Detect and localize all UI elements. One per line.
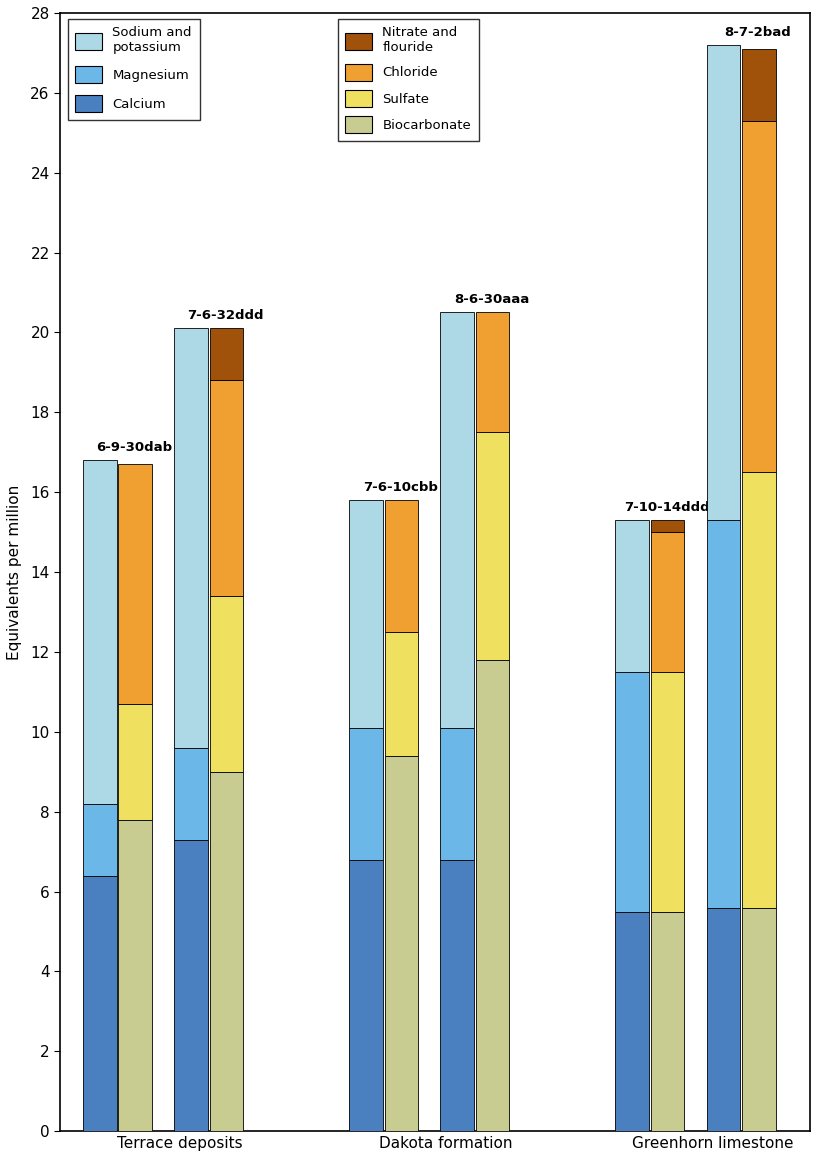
Bar bbox=[350, 859, 383, 1131]
Bar bbox=[742, 908, 775, 1131]
Bar bbox=[651, 533, 685, 672]
Bar bbox=[475, 313, 509, 432]
Text: 8-6-30aaa: 8-6-30aaa bbox=[454, 293, 529, 307]
Bar bbox=[615, 520, 649, 672]
Bar bbox=[475, 660, 509, 1131]
Bar bbox=[440, 728, 474, 859]
Text: 7-10-14ddd: 7-10-14ddd bbox=[624, 501, 710, 514]
Bar bbox=[174, 840, 208, 1131]
Text: 7-6-10cbb: 7-6-10cbb bbox=[363, 482, 438, 494]
Bar bbox=[440, 859, 474, 1131]
Bar bbox=[385, 500, 418, 632]
Bar bbox=[209, 380, 243, 596]
Y-axis label: Equivalents per million: Equivalents per million bbox=[7, 484, 22, 660]
Bar bbox=[651, 672, 685, 911]
Bar bbox=[83, 804, 117, 875]
Bar bbox=[385, 756, 418, 1131]
Bar bbox=[209, 771, 243, 1131]
Bar bbox=[615, 911, 649, 1131]
Bar bbox=[209, 329, 243, 380]
Text: 8-7-2bad: 8-7-2bad bbox=[725, 25, 791, 39]
Bar bbox=[118, 464, 152, 704]
Bar bbox=[707, 45, 740, 520]
Bar bbox=[651, 911, 685, 1131]
Legend: Nitrate and
flouride, Chloride, Sulfate, Biocarbonate: Nitrate and flouride, Chloride, Sulfate,… bbox=[337, 19, 479, 141]
Bar bbox=[350, 728, 383, 859]
Bar bbox=[742, 472, 775, 908]
Bar bbox=[707, 520, 740, 908]
Bar bbox=[475, 432, 509, 660]
Bar bbox=[118, 704, 152, 820]
Bar bbox=[209, 596, 243, 771]
Text: 7-6-32ddd: 7-6-32ddd bbox=[187, 309, 264, 322]
Bar bbox=[83, 875, 117, 1131]
Bar bbox=[615, 672, 649, 911]
Bar bbox=[385, 632, 418, 756]
Bar bbox=[174, 748, 208, 840]
Bar bbox=[118, 820, 152, 1131]
Bar bbox=[83, 460, 117, 804]
Bar bbox=[440, 313, 474, 728]
Bar bbox=[707, 908, 740, 1131]
Bar bbox=[742, 49, 775, 120]
Text: 6-9-30dab: 6-9-30dab bbox=[96, 441, 172, 454]
Bar bbox=[742, 120, 775, 472]
Bar bbox=[350, 500, 383, 728]
Bar bbox=[651, 520, 685, 533]
Bar bbox=[174, 329, 208, 748]
